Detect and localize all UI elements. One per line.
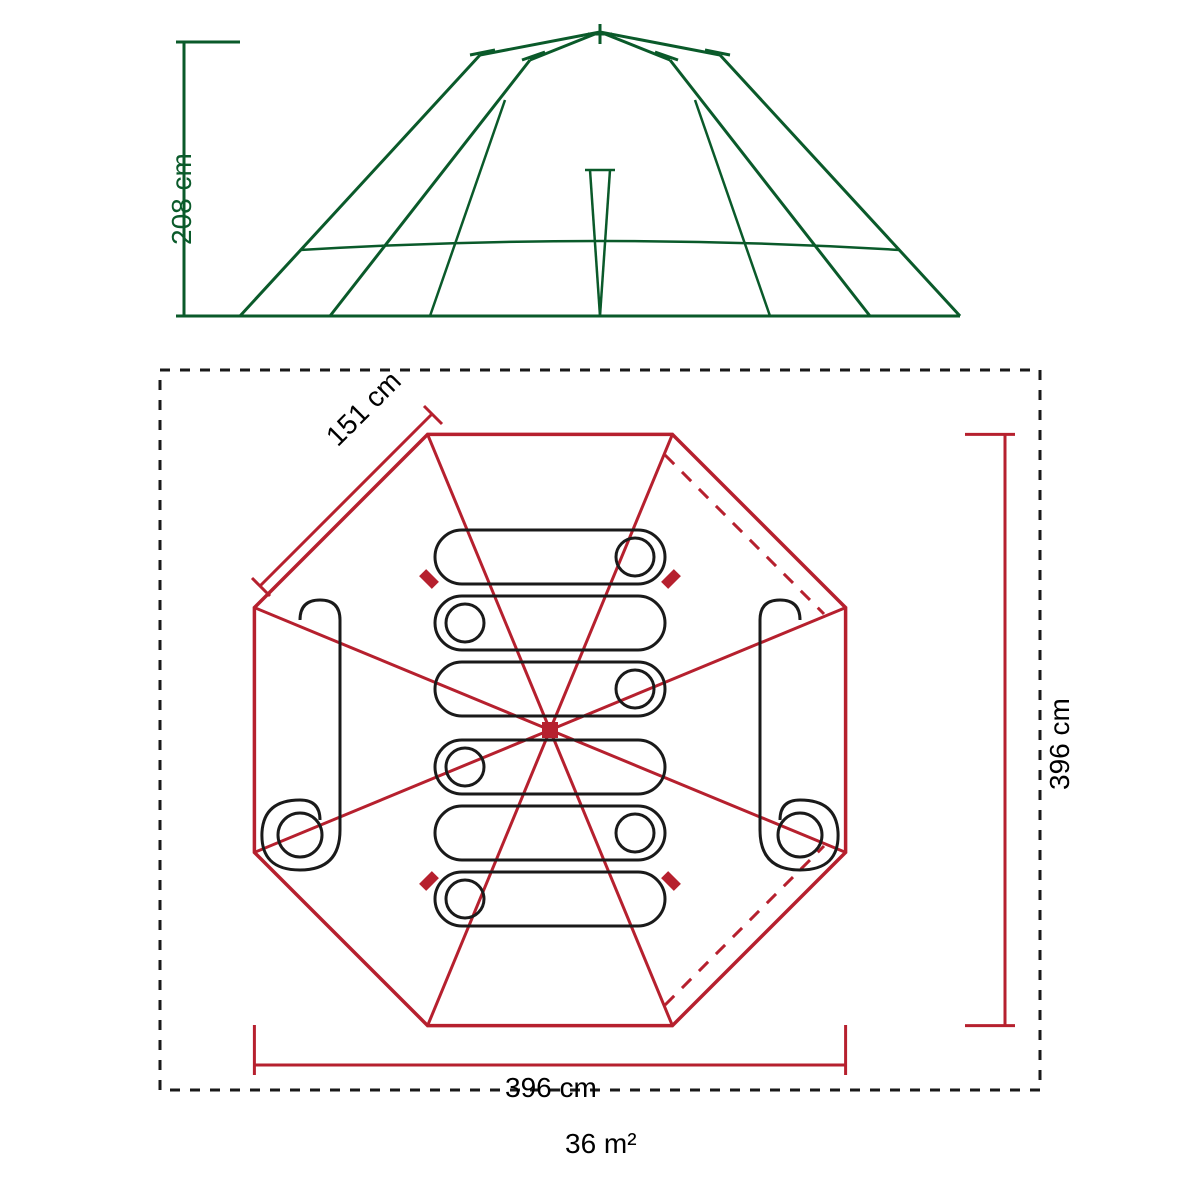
label-height: 208 cm (166, 153, 198, 245)
label-depth: 396 cm (1044, 698, 1076, 790)
diagram-canvas: 208 cm 151 cm 396 cm 396 cm 36 m² (0, 0, 1200, 1200)
side-elevation (176, 24, 960, 316)
octagon (254, 434, 845, 1025)
footprint-rect (160, 370, 1040, 1090)
plan-view (160, 370, 1040, 1090)
label-area: 36 m² (565, 1128, 637, 1160)
dim-width (254, 1025, 845, 1075)
label-width: 396 cm (505, 1072, 597, 1104)
dim-depth (965, 434, 1015, 1025)
